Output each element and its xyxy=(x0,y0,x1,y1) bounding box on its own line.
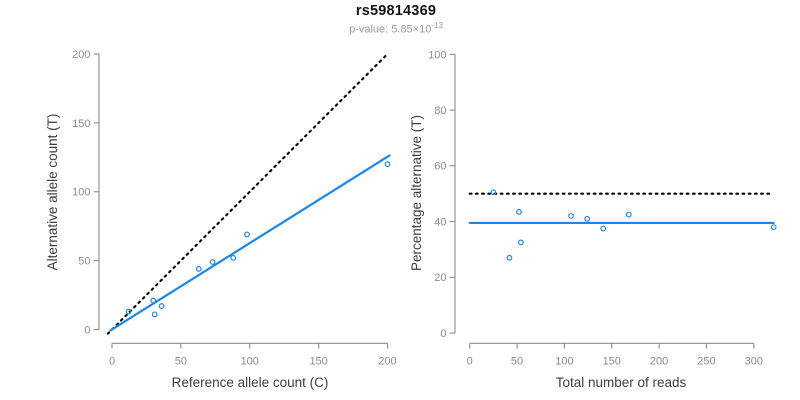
x-tick-label: 300 xyxy=(745,355,763,367)
y-tick-label: 100 xyxy=(428,49,446,61)
x-tick-label: 50 xyxy=(511,355,523,367)
data-point xyxy=(517,239,524,246)
data-point xyxy=(230,254,237,261)
data-point xyxy=(195,265,202,272)
p-value-exponent: -13 xyxy=(431,20,443,30)
y-tick-label: 60 xyxy=(434,161,446,173)
x-tick-label: 250 xyxy=(697,355,715,367)
y-tick-label: 0 xyxy=(440,328,446,340)
plot-panel-2: 0 20 40 60 80 100 0 50 100 150 200 250 300 Total numb… xyxy=(409,49,777,390)
y-axis-title: Percentage alternative (T) xyxy=(409,115,424,271)
y-tick-label: 100 xyxy=(72,187,90,199)
data-point xyxy=(125,308,132,315)
x-tick-label: 100 xyxy=(241,355,259,367)
y-tick-label: 0 xyxy=(84,324,90,336)
data-point xyxy=(625,211,632,218)
data-point xyxy=(600,225,607,232)
data-point xyxy=(244,231,250,238)
p-value-subtitle: p-value: 5.85×10-13 xyxy=(0,21,792,36)
x-tick-label: 0 xyxy=(109,355,115,367)
data-point xyxy=(770,224,777,231)
data-point xyxy=(209,259,216,265)
y-axis-title: Alternative allele count (T) xyxy=(45,114,60,271)
identity-line xyxy=(106,52,389,335)
x-tick-label: 0 xyxy=(467,355,473,367)
x-tick-label: 200 xyxy=(378,355,396,367)
y-tick-label: 150 xyxy=(72,118,90,130)
x-tick-label: 150 xyxy=(603,355,621,367)
data-point xyxy=(516,208,522,215)
y-tick-label: 40 xyxy=(434,216,446,228)
y-tick-label: 20 xyxy=(434,272,446,284)
plot-panel-1: 0 50 100 150 200 0 50 100 150 200 Reference allele… xyxy=(45,49,397,390)
data-point xyxy=(158,303,165,309)
x-tick-label: 200 xyxy=(650,355,668,367)
p-value-base: p-value: 5.85×10 xyxy=(349,23,432,36)
snp-title: rs59814369 xyxy=(355,3,437,19)
x-axis-title: Reference allele count (C) xyxy=(172,375,329,390)
data-point xyxy=(150,297,157,304)
x-tick-label: 100 xyxy=(555,355,573,367)
fit-line xyxy=(109,154,391,332)
x-tick-label: 150 xyxy=(309,355,327,367)
y-tick-label: 200 xyxy=(72,49,90,61)
data-point xyxy=(384,161,391,168)
data-point xyxy=(506,254,513,261)
data-point xyxy=(584,215,591,222)
data-point xyxy=(151,311,158,318)
data-point xyxy=(490,189,497,196)
y-tick-label: 50 xyxy=(78,256,90,268)
x-axis-title: Total number of reads xyxy=(556,375,687,390)
data-point xyxy=(568,213,574,219)
y-tick-label: 80 xyxy=(434,105,446,117)
x-tick-label: 50 xyxy=(175,355,187,367)
figure-header: rs59814369 p-value: 5.85×10-13 xyxy=(0,3,792,36)
